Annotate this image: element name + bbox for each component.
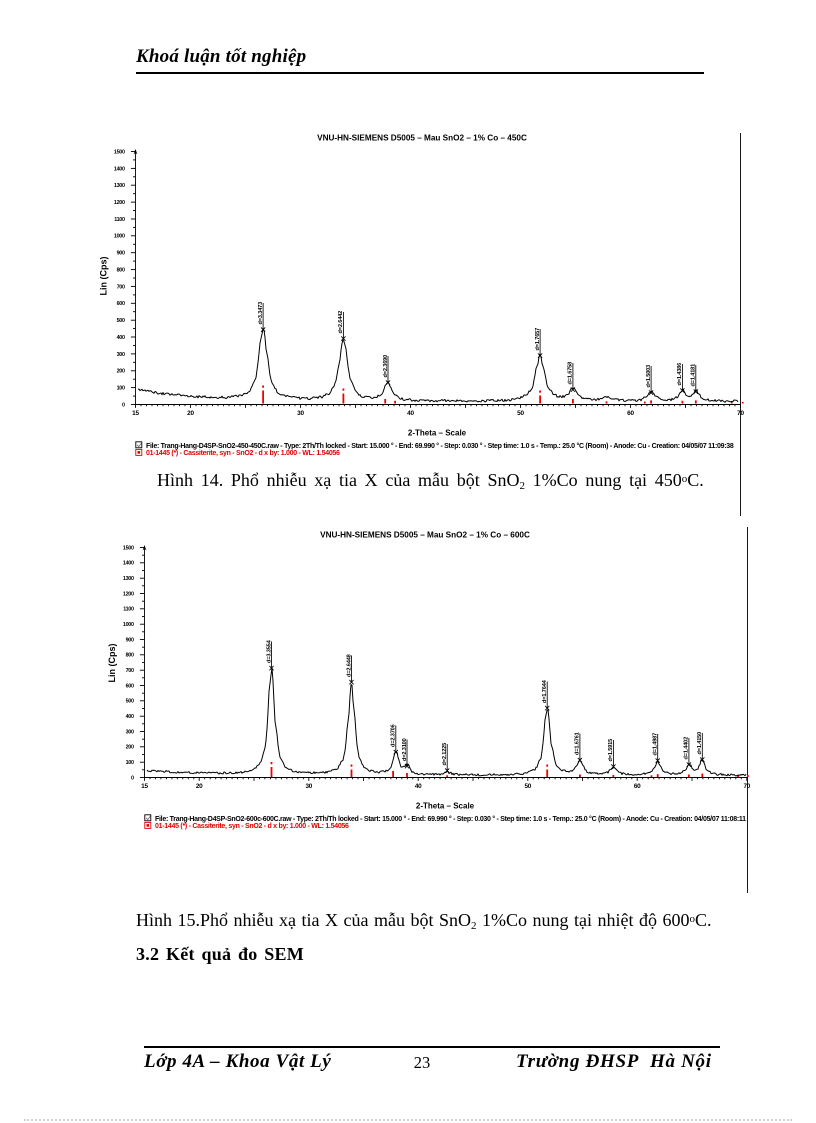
svg-text:300: 300 [117,352,125,358]
svg-text:d=1.7657: d=1.7657 [535,328,541,351]
svg-text:700: 700 [117,284,125,290]
svg-text:0: 0 [131,775,134,781]
svg-text:1300: 1300 [123,576,134,582]
svg-text:d=1.4402: d=1.4402 [684,737,690,760]
svg-text:1400: 1400 [123,561,134,567]
svg-text:60: 60 [634,783,641,790]
svg-text:50: 50 [524,783,531,790]
svg-text:100: 100 [126,760,134,766]
svg-text:500: 500 [117,318,125,324]
svg-text:Lin (Cps): Lin (Cps) [99,257,109,296]
svg-text:1000: 1000 [123,622,134,628]
svg-text:50: 50 [517,410,524,417]
svg-text:File: Trang-Hang-D4SP-SnO2-450: File: Trang-Hang-D4SP-SnO2-450-450C.raw … [146,442,734,450]
svg-text:d=2.1225: d=2.1225 [442,743,448,766]
svg-text:d=2.3690: d=2.3690 [383,355,389,378]
svg-text:1400: 1400 [114,166,125,172]
svg-text:900: 900 [126,637,134,643]
svg-text:100: 100 [117,386,125,392]
svg-text:d=1.4181: d=1.4181 [691,364,697,387]
svg-text:d=1.5003: d=1.5003 [646,365,652,388]
svg-text:1100: 1100 [114,217,125,223]
svg-text:600: 600 [117,301,125,307]
svg-text:d=1.6758: d=1.6758 [568,362,574,385]
svg-text:d=3.3554: d=3.3554 [266,639,272,663]
svg-text:300: 300 [126,729,134,735]
svg-text:1500: 1500 [123,545,134,551]
svg-text:1200: 1200 [114,200,125,206]
svg-text:d=3.3473: d=3.3473 [258,302,264,325]
svg-text:600: 600 [126,683,134,689]
svg-text:70: 70 [737,410,744,417]
svg-text:400: 400 [126,714,134,720]
svg-text:d=1.7644: d=1.7644 [542,679,548,703]
svg-text:400: 400 [117,335,125,341]
svg-text:900: 900 [117,251,125,257]
svg-text:d=1.6761: d=1.6761 [575,732,581,755]
svg-text:Lin (Cps): Lin (Cps) [107,644,117,683]
svg-text:700: 700 [126,668,134,674]
svg-text:40: 40 [407,410,414,417]
svg-text:1000: 1000 [114,234,125,240]
svg-text:VNU-HN-SIEMENS D5005 – Mau SnO: VNU-HN-SIEMENS D5005 – Mau SnO2 – 1% Co … [317,134,527,143]
svg-text:01-1445 (*) - Cassiterite, syn: 01-1445 (*) - Cassiterite, syn - SnO2 - … [146,450,340,457]
svg-text:15: 15 [132,410,139,417]
svg-text:d=2.3706: d=2.3706 [391,724,397,747]
svg-text:01-1445 (*) - Cassiterite, syn: 01-1445 (*) - Cassiterite, syn - SnO2 - … [155,823,349,830]
svg-text:d=1.4386: d=1.4386 [677,363,683,386]
svg-text:2-Theta – Scale: 2-Theta – Scale [408,429,467,438]
svg-text:d=1.4987: d=1.4987 [653,733,659,756]
svg-text:2-Theta – Scale: 2-Theta – Scale [416,802,475,811]
svg-text:60: 60 [627,410,634,417]
svg-text:800: 800 [117,268,125,274]
svg-text:d=1.5915: d=1.5915 [608,739,614,762]
svg-text:d=2.6448: d=2.6448 [346,654,352,677]
svg-text:40: 40 [415,783,422,790]
svg-text:d=2.3100: d=2.3100 [402,738,408,761]
svg-text:200: 200 [126,745,134,751]
svg-text:500: 500 [126,699,134,705]
svg-text:200: 200 [117,369,125,375]
svg-text:30: 30 [305,783,312,790]
svg-text:15: 15 [141,783,148,790]
svg-text:20: 20 [196,783,203,790]
svg-text:0: 0 [122,402,125,408]
svg-text:d=1.4150: d=1.4150 [697,732,703,755]
svg-text:30: 30 [297,410,304,417]
svg-text:20: 20 [187,410,194,417]
svg-text:File: Trang-Hang-D4SP-SnO2-600: File: Trang-Hang-D4SP-SnO2-600c-600C.raw… [155,815,746,823]
svg-text:70: 70 [743,783,750,790]
svg-text:1500: 1500 [114,149,125,155]
svg-text:800: 800 [126,653,134,659]
svg-text:1200: 1200 [123,591,134,597]
svg-text:1100: 1100 [123,607,134,613]
svg-text:1300: 1300 [114,183,125,189]
svg-text:VNU-HN-SIEMENS D5005 – Mau SnO: VNU-HN-SIEMENS D5005 – Mau SnO2 – 1% Co … [320,531,530,540]
svg-text:d=2.6442: d=2.6442 [338,311,344,334]
